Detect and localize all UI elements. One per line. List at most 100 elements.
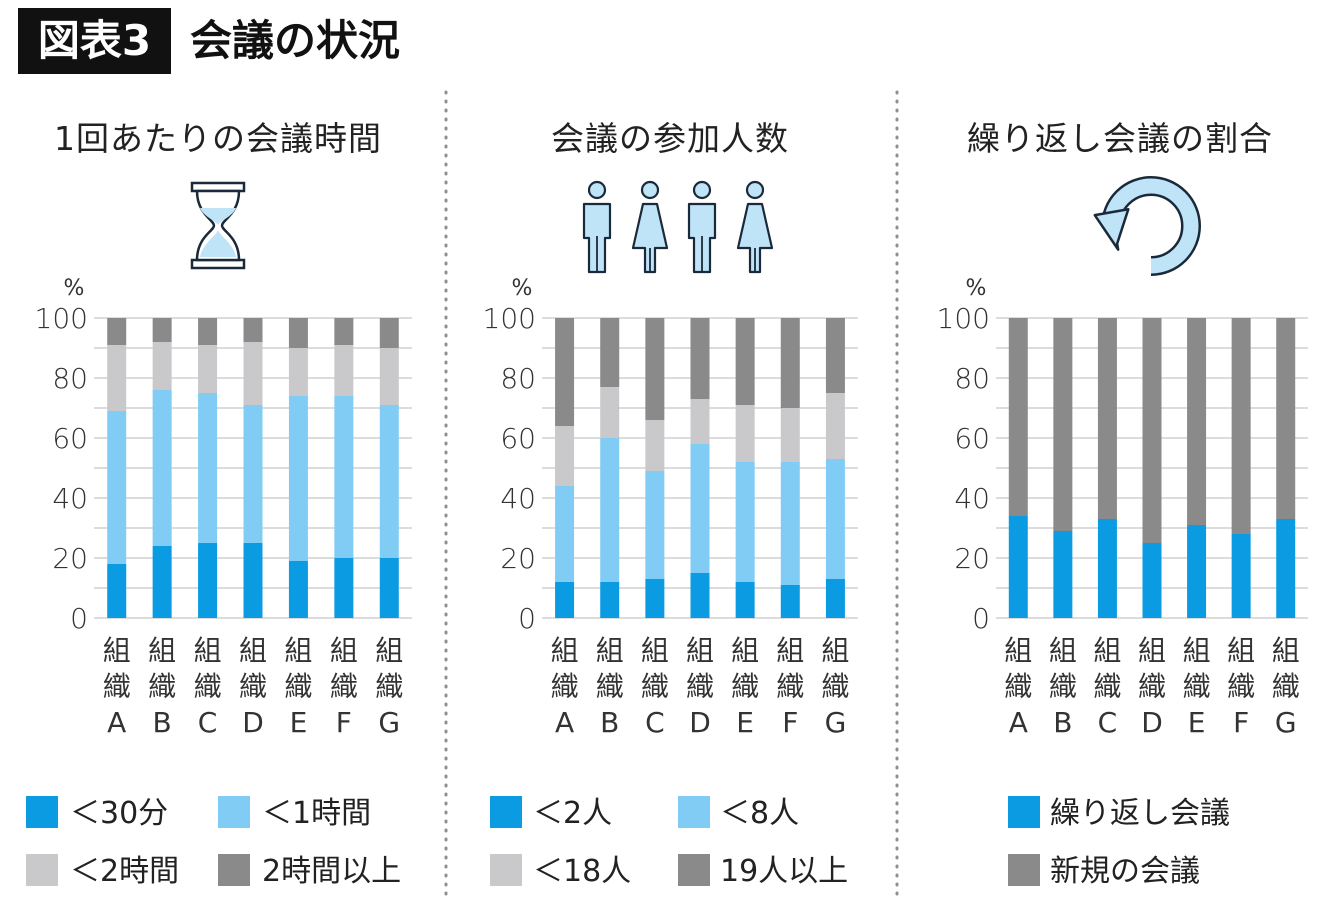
y-tick-label: 100 <box>483 302 536 335</box>
chart-panel-3: 繰り返し会議の割合% 0 20 40 60 80 100 組織 A 組織 B 組織 C 組織 D 組織 E 組織 F… <box>937 119 1308 889</box>
x-category-label: 組織 E <box>284 634 312 739</box>
bar-segment <box>379 348 399 405</box>
bar-segment <box>288 348 308 396</box>
legend-swatch <box>678 854 710 886</box>
person-woman-body <box>631 202 669 274</box>
bar-segment <box>198 393 218 543</box>
bar-segment <box>825 459 845 579</box>
hourglass-icon <box>190 181 246 270</box>
chart-panel-1: 1回あたりの会議時間% 0 20 40 60 80 100 組織 A 組織 B 組織 C 組織 D 組織 E 組織… <box>26 119 412 889</box>
x-category-label: 組織 D <box>686 634 714 739</box>
bar-segment <box>1053 531 1073 618</box>
legend-swatch <box>1008 796 1040 828</box>
bar-segment <box>1142 318 1162 543</box>
bar-segment <box>243 543 263 618</box>
legend-label: 繰り返し会議 <box>1050 796 1230 831</box>
y-tick-label: 20 <box>52 542 88 575</box>
x-category-label: 組織 E <box>731 634 759 739</box>
y-tick-label: 80 <box>500 362 536 395</box>
bar-segment <box>600 387 620 438</box>
bar-segment <box>243 318 263 342</box>
legend-label: ＜30分 <box>70 796 168 831</box>
x-category-label: 組織 A <box>1004 634 1032 739</box>
bar-segment <box>1142 543 1162 618</box>
bar-segment <box>334 318 354 345</box>
bar-segment <box>152 390 172 546</box>
bar-segment <box>288 318 308 348</box>
bar-segment <box>690 444 710 573</box>
bar-segment <box>1097 318 1117 519</box>
bar-segment <box>1008 516 1028 618</box>
y-axis-unit: % <box>966 276 987 301</box>
bar-segment <box>198 345 218 393</box>
person-woman-icon <box>640 180 660 200</box>
bar-segment <box>645 471 665 579</box>
bar-segment <box>780 585 800 618</box>
legend-label: ＜2時間 <box>70 854 179 889</box>
bar-segment <box>1008 318 1028 516</box>
bar-segment <box>600 318 620 387</box>
x-category-label: 組織 F <box>1227 634 1255 739</box>
y-tick-label: 0 <box>972 602 990 635</box>
y-axis-unit: % <box>512 276 533 301</box>
x-category-label: 組織 E <box>1183 634 1211 739</box>
people-icon <box>582 180 774 274</box>
bar-segment <box>107 318 127 345</box>
bar-segment <box>1097 519 1117 618</box>
bar-segment <box>198 318 218 345</box>
legend-label: ＜2人 <box>533 796 612 831</box>
x-category-label: 組織 F <box>330 634 358 739</box>
bar-segment <box>198 543 218 618</box>
bar-segment <box>1231 534 1251 618</box>
y-tick-label: 20 <box>954 542 990 575</box>
x-category-label: 組織 B <box>148 634 176 739</box>
x-category-label: 組織 C <box>641 634 669 739</box>
bar-segment <box>379 558 399 618</box>
figure-tag: 図表3 <box>18 8 171 74</box>
bar-segment <box>555 426 575 486</box>
x-category-label: 組織 D <box>1138 634 1166 739</box>
bar-segment <box>107 411 127 564</box>
bar-segment <box>780 408 800 462</box>
y-tick-label: 0 <box>518 602 536 635</box>
legend-swatch <box>26 854 58 886</box>
legend-label: ＜1時間 <box>262 796 371 831</box>
x-category-label: 組織 A <box>551 634 579 739</box>
legend-label: 新規の会議 <box>1050 854 1200 889</box>
x-category-label: 組織 A <box>103 634 131 739</box>
legend-label: ＜8人 <box>720 796 799 831</box>
chart-title: 会議の参加人数 <box>551 119 789 158</box>
chart-title: 繰り返し会議の割合 <box>967 119 1273 158</box>
bar-segment <box>243 342 263 405</box>
bar-segment <box>152 546 172 618</box>
bar-segment <box>735 405 755 462</box>
y-tick-label: 100 <box>937 302 990 335</box>
bar-segment <box>825 318 845 393</box>
person-woman-icon <box>745 180 765 200</box>
y-tick-label: 0 <box>70 602 88 635</box>
bar-segment <box>107 564 127 618</box>
bar-segment <box>780 318 800 408</box>
bar-segment <box>379 318 399 348</box>
bar-segment <box>288 396 308 561</box>
bar-segment <box>555 486 575 582</box>
bar-segment <box>600 582 620 618</box>
y-axis-unit: % <box>64 276 85 301</box>
y-tick-label: 60 <box>500 422 536 455</box>
bar-segment <box>690 318 710 399</box>
legend-swatch <box>1008 854 1040 886</box>
bar-segment <box>555 318 575 426</box>
bar-segment <box>645 318 665 420</box>
bar-segment <box>334 396 354 558</box>
bar-segment <box>645 420 665 471</box>
bar-segment <box>825 579 845 618</box>
y-tick-label: 60 <box>52 422 88 455</box>
legend-label: 19人以上 <box>720 854 848 889</box>
legend-label: 2時間以上 <box>262 854 401 889</box>
chart-panel-2: 会議の参加人数% 0 20 40 60 80 100 組織 A 組織 B 組織 C 組織 D 組織 E 組織 F 組織… <box>483 119 858 889</box>
bar-segment <box>825 393 845 459</box>
bar-segment <box>1276 318 1296 519</box>
y-tick-label: 40 <box>500 482 536 515</box>
bar-segment <box>1187 525 1207 618</box>
